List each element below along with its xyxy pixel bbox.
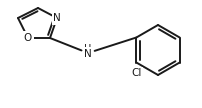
- Text: H: H: [84, 44, 92, 53]
- Text: O: O: [24, 33, 32, 43]
- Text: N: N: [84, 49, 92, 59]
- Text: Cl: Cl: [131, 68, 142, 79]
- Text: N: N: [53, 13, 61, 23]
